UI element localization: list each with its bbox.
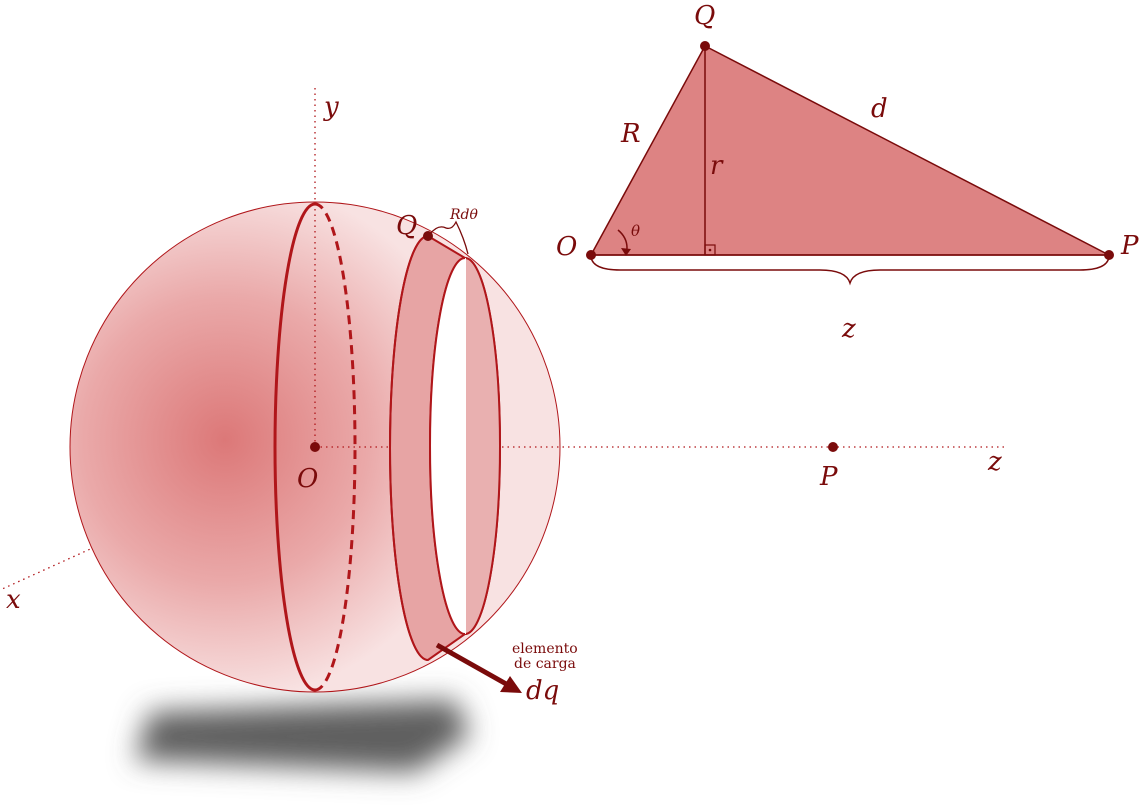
base-label: z: [841, 314, 856, 344]
vertex-o-label: O: [556, 232, 577, 262]
vertex-q-label: Q: [694, 1, 715, 31]
point-q-sphere: [423, 231, 433, 241]
side-d-label: d: [871, 94, 888, 124]
arc-length-label: Rdθ: [449, 207, 479, 223]
sphere-shadow: [135, 700, 470, 772]
x-axis-label: x: [6, 585, 21, 615]
angle-label: θ: [631, 222, 640, 240]
right-angle-dot: [709, 249, 712, 252]
y-axis-label: y: [323, 92, 339, 122]
height-label: r: [710, 151, 724, 181]
vertex-p: [1104, 250, 1114, 260]
charge-element-label: dq: [526, 676, 559, 706]
origin-label: O: [297, 464, 318, 494]
side-r-label: R: [620, 119, 641, 149]
origin-point: [310, 442, 320, 452]
point-p-label: P: [819, 462, 838, 492]
charge-note-line2: de carga: [514, 656, 576, 672]
triangle-oqp: [591, 46, 1109, 255]
point-q-sphere-label: Q: [396, 211, 417, 241]
base-brace: [591, 257, 1109, 283]
charge-element-arrow: [437, 645, 508, 685]
z-axis-label: z: [987, 447, 1002, 477]
vertex-p-label: P: [1120, 231, 1139, 261]
point-p: [828, 442, 838, 452]
charge-note-line1: elemento: [512, 641, 578, 657]
vertex-q: [700, 41, 710, 51]
vertex-o: [586, 250, 596, 260]
